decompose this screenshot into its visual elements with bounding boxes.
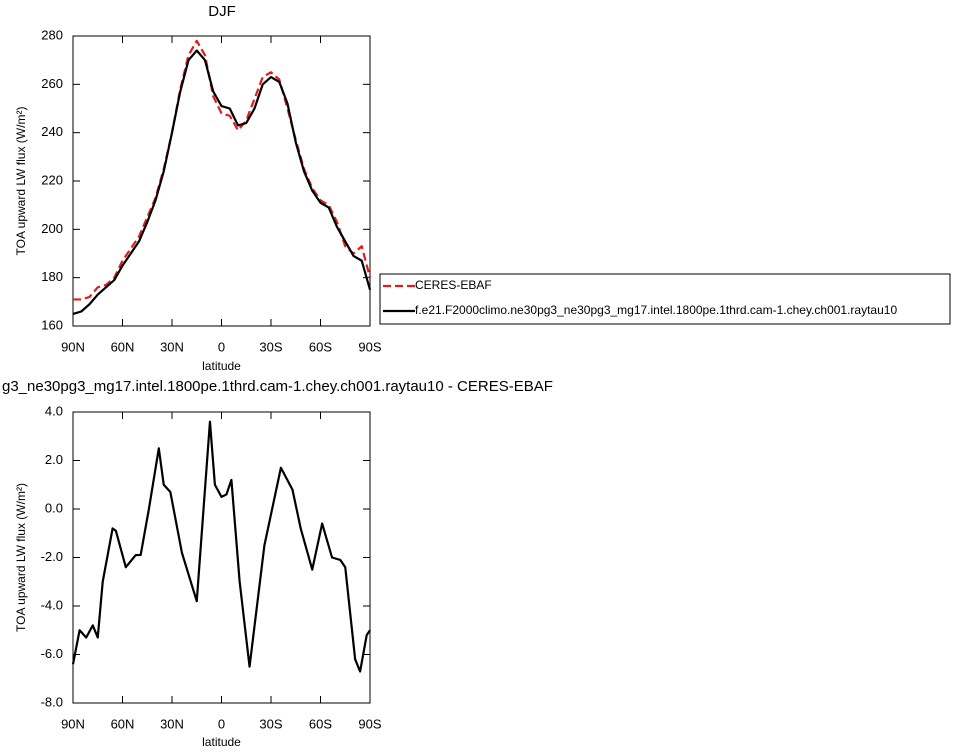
x-tick-label: 90N: [61, 339, 85, 354]
x-tick-label: 60S: [309, 716, 332, 731]
x-tick-label: 30N: [160, 339, 184, 354]
chart-title: DJF: [208, 3, 236, 20]
y-tick-label: 180: [41, 269, 63, 284]
y-tick-label: 160: [41, 317, 63, 332]
y-tick-label: 280: [41, 27, 63, 42]
x-axis-label: latitude: [202, 359, 241, 373]
y-tick-label: -6.0: [41, 646, 63, 661]
y-tick-label: -2.0: [41, 549, 63, 564]
x-tick-label: 60N: [111, 339, 135, 354]
plot-frame: [72, 411, 371, 704]
x-tick-label: 90S: [358, 716, 381, 731]
data-line: [72, 49, 372, 315]
data-line: [71, 420, 371, 673]
x-tick-label: 90S: [358, 339, 381, 354]
x-tick-label: 30N: [160, 716, 184, 731]
y-tick-label: -4.0: [41, 597, 63, 612]
y-tick-label: 200: [41, 221, 63, 236]
x-tick-label: 0: [218, 339, 225, 354]
y-tick-label: 260: [41, 76, 63, 91]
x-tick-label: 30S: [259, 716, 282, 731]
y-tick-label: 240: [41, 124, 63, 139]
y-tick-label: -8.0: [41, 694, 63, 709]
chart-title: g3_ne30pg3_mg17.intel.1800pe.1thrd.cam-1…: [2, 378, 553, 395]
data-line: [73, 39, 372, 301]
legend-box: [379, 273, 951, 325]
plot-frame: [72, 35, 371, 327]
x-tick-label: 60N: [111, 716, 135, 731]
y-axis-label: TOA upward LW flux (W/m²): [14, 107, 28, 256]
legend-label: CERES-EBAF: [415, 278, 492, 292]
x-axis-label: latitude: [202, 735, 241, 749]
x-tick-label: 30S: [259, 339, 282, 354]
y-tick-label: 0.0: [45, 500, 63, 515]
y-tick-label: 2.0: [45, 452, 63, 467]
x-tick-label: 0: [218, 716, 225, 731]
y-tick-label: 220: [41, 172, 63, 187]
x-tick-label: 90N: [61, 716, 85, 731]
y-axis-label: TOA upward LW flux (W/m²): [14, 483, 28, 632]
x-tick-label: 60S: [309, 339, 332, 354]
legend-label: f.e21.F2000climo.ne30pg3_ne30pg3_mg17.in…: [415, 303, 897, 317]
y-tick-label: 4.0: [45, 403, 63, 418]
